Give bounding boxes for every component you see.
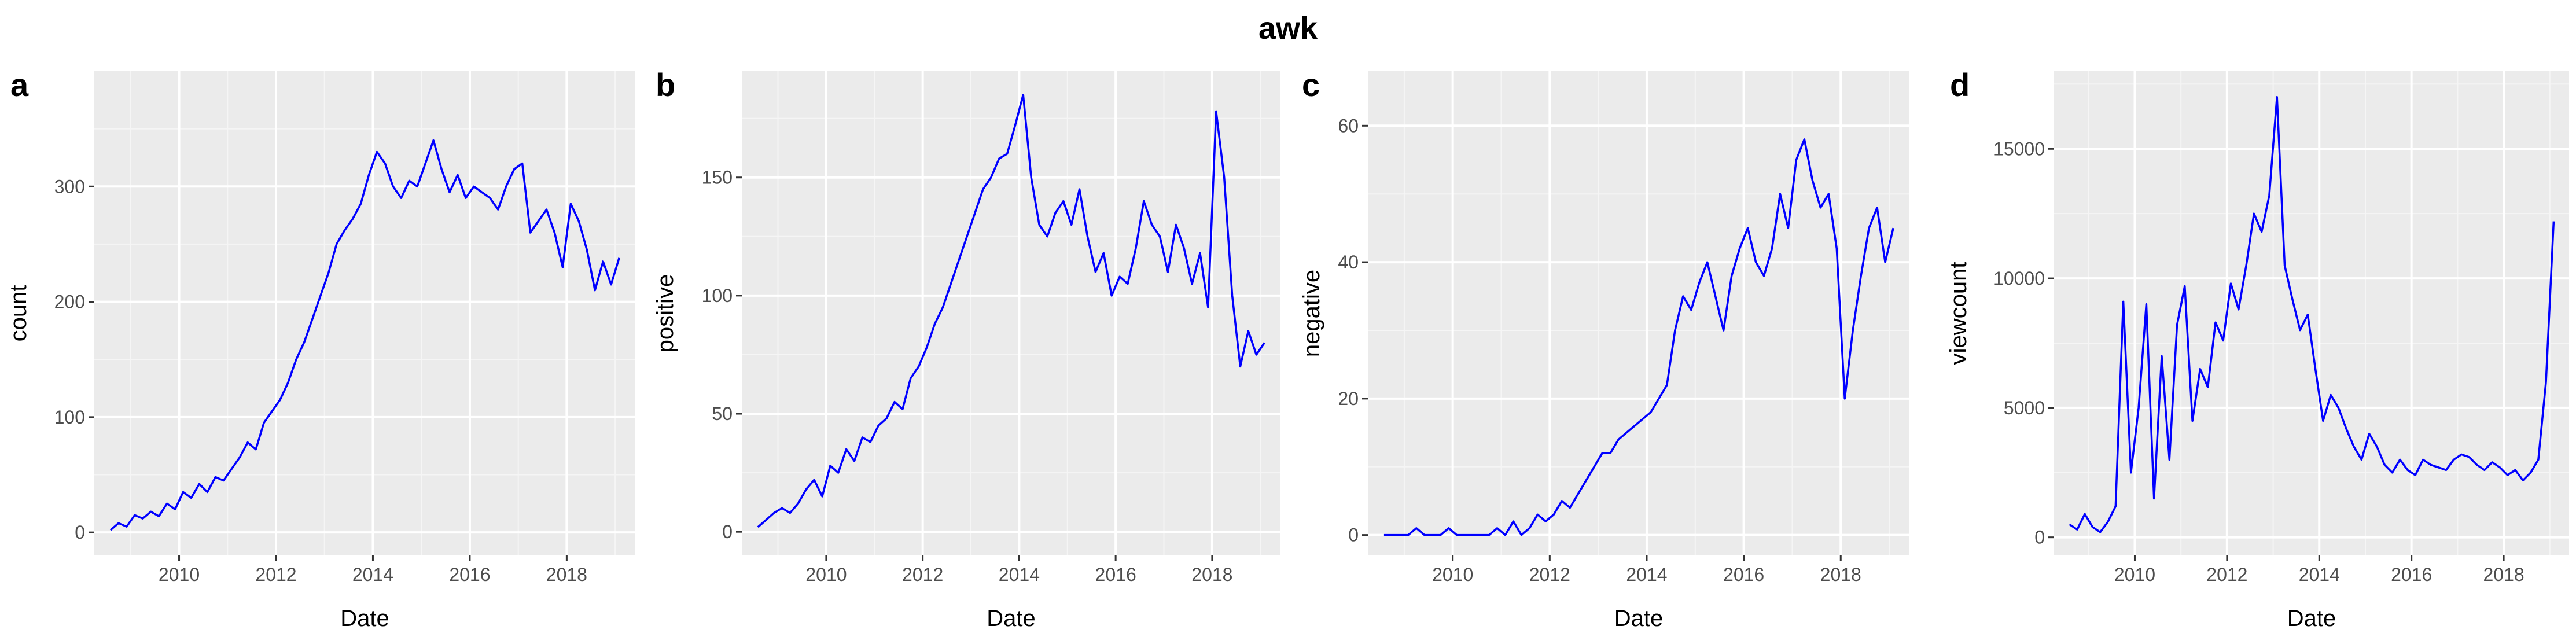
- x-axis-title: Date: [340, 606, 389, 631]
- y-tick-label: 300: [54, 176, 85, 197]
- y-axis-title: viewcount: [1946, 262, 1971, 365]
- x-tick-label: 2014: [352, 564, 393, 585]
- x-tick-label: 2012: [1529, 564, 1570, 585]
- y-tick-label: 150: [702, 167, 733, 188]
- panel-letter: a: [10, 67, 29, 103]
- y-tick-label: 15000: [1993, 138, 2045, 159]
- panel-background: [94, 71, 635, 555]
- x-tick-label: 2018: [1191, 564, 1232, 585]
- y-tick-label: 0: [1348, 525, 1359, 546]
- y-tick-label: 0: [2034, 527, 2045, 548]
- x-tick-label: 2014: [2299, 564, 2340, 585]
- panel-letter: c: [1302, 67, 1320, 103]
- y-tick-label: 200: [54, 292, 85, 312]
- series-line: [109, 139, 620, 531]
- series-line: [2069, 96, 2555, 533]
- x-tick-label: 2010: [1432, 564, 1473, 585]
- x-tick-label: 2014: [999, 564, 1040, 585]
- y-tick-label: 5000: [2004, 398, 2045, 418]
- x-tick-label: 2014: [1626, 564, 1667, 585]
- x-tick-label: 2016: [449, 564, 490, 585]
- y-tick-label: 0: [75, 522, 85, 543]
- panel-background: [2054, 71, 2569, 555]
- y-tick-label: 10000: [1993, 268, 2045, 289]
- x-tick-label: 2016: [2391, 564, 2432, 585]
- y-tick-label: 60: [1338, 115, 1359, 136]
- y-axis-title: negative: [1299, 270, 1324, 357]
- panel-letter: b: [656, 67, 675, 103]
- y-tick-label: 100: [702, 285, 733, 306]
- x-tick-label: 2012: [255, 564, 296, 585]
- panel-background: [742, 71, 1280, 555]
- x-tick-label: 2018: [1820, 564, 1861, 585]
- figure-title: awk: [1258, 11, 1318, 46]
- x-axis-title: Date: [2287, 606, 2336, 631]
- y-axis-title: count: [6, 285, 31, 342]
- panel-a: 2010 2012 2014 2016 2018 0 100 200 300 Date count a: [6, 67, 635, 631]
- series-line: [757, 94, 1265, 528]
- x-tick-label: 2018: [2483, 564, 2524, 585]
- panel-background: [1368, 71, 1909, 555]
- x-tick-label: 2010: [159, 564, 200, 585]
- panel-c: 2010 2012 2014 2016 2018 0 20 40 60 Date negative c: [1299, 67, 1909, 631]
- x-tick-label: 2010: [805, 564, 847, 585]
- y-tick-label: 20: [1338, 388, 1359, 409]
- x-tick-label: 2012: [2206, 564, 2247, 585]
- x-tick-label: 2018: [546, 564, 587, 585]
- x-axis-title: Date: [1614, 606, 1664, 631]
- x-tick-label: 2010: [2114, 564, 2155, 585]
- panel-letter: d: [1950, 67, 1970, 103]
- panel-d: 2010 2012 2014 2016 2018 0 5000 10000 15000 Date v…: [1946, 67, 2569, 631]
- y-axis-title: positive: [653, 274, 678, 353]
- y-tick-label: 50: [712, 403, 733, 424]
- x-tick-label: 2012: [902, 564, 943, 585]
- x-axis-title: Date: [987, 606, 1036, 631]
- series-line: [1383, 138, 1894, 536]
- y-tick-label: 40: [1338, 252, 1359, 273]
- panel-b: 2010 2012 2014 2016 2018 0 50 100 150 Date positiv…: [653, 67, 1280, 631]
- y-tick-label: 0: [722, 521, 733, 542]
- y-tick-label: 100: [54, 407, 85, 428]
- x-tick-label: 2016: [1723, 564, 1764, 585]
- x-tick-label: 2016: [1095, 564, 1136, 585]
